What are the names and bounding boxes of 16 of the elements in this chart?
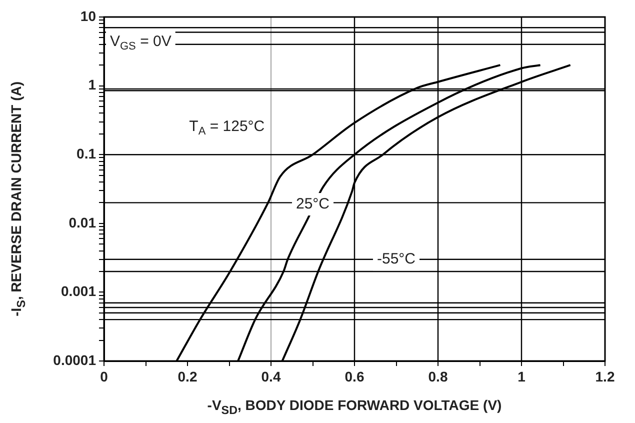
- y-tick-label: 1: [88, 76, 96, 93]
- x-tick-label: 0: [100, 368, 108, 384]
- y-tick-label: 0.01: [68, 214, 96, 230]
- annotation: -55°C: [376, 250, 416, 268]
- annotation: 25°C: [296, 195, 330, 212]
- y-tick-label: 0.1: [76, 145, 96, 162]
- x-tick-label: 0.2: [178, 368, 198, 384]
- x-axis-title: -V$_{SD}$, BODY DIODE FORWARD VOLTAGE (V): [206, 397, 503, 417]
- y-tick-label: 0.001: [60, 283, 96, 300]
- x-tick-label: 0.6: [344, 368, 364, 384]
- x-tick-label: 1: [518, 368, 526, 384]
- x-tick-label: 0.4: [261, 368, 281, 384]
- x-tick-label: 1.2: [595, 368, 615, 384]
- x-tick-label: 0.8: [428, 368, 448, 384]
- y-tick-label: 0.0001: [53, 352, 96, 368]
- y-tick-label: 10: [80, 8, 96, 24]
